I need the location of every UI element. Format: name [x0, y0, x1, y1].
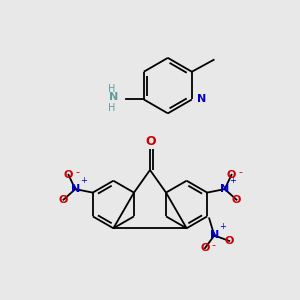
Text: N: N	[197, 94, 206, 104]
Text: O: O	[146, 135, 156, 148]
Text: -: -	[238, 167, 242, 177]
Text: +: +	[230, 176, 236, 185]
Text: +: +	[80, 176, 87, 185]
Text: O: O	[224, 236, 234, 246]
Text: -: -	[212, 240, 216, 250]
Text: H: H	[108, 103, 116, 113]
Text: N: N	[109, 92, 118, 103]
Text: N: N	[210, 230, 219, 240]
Text: O: O	[227, 170, 236, 180]
Text: O: O	[64, 170, 73, 180]
Text: O: O	[59, 195, 68, 205]
Text: H: H	[108, 84, 116, 94]
Text: +: +	[219, 223, 226, 232]
Text: O: O	[232, 195, 241, 205]
Text: -: -	[75, 167, 80, 177]
Text: N: N	[71, 184, 80, 194]
Text: O: O	[200, 243, 210, 253]
Text: N: N	[220, 184, 229, 194]
